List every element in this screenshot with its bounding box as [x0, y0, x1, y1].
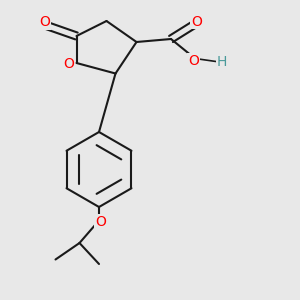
Text: O: O [64, 58, 74, 71]
Text: O: O [40, 16, 50, 29]
Text: H: H [216, 55, 226, 68]
Text: O: O [95, 215, 106, 229]
Text: O: O [188, 54, 199, 68]
Text: O: O [191, 15, 202, 28]
